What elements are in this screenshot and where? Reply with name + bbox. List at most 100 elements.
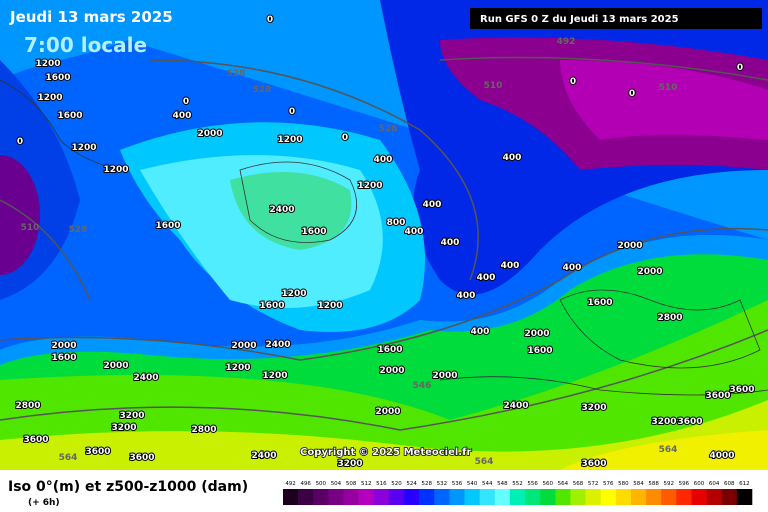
- contour-label: 1600: [155, 221, 180, 231]
- contour-label: 2000: [432, 371, 457, 381]
- scale-label: 516: [376, 481, 387, 487]
- contour-label: 400: [423, 200, 442, 210]
- contour-label: 0: [570, 77, 576, 87]
- scale-label: 608: [724, 481, 735, 487]
- scale-label: 584: [633, 481, 644, 487]
- contour-label: 800: [387, 218, 406, 228]
- scale-label: 604: [709, 481, 720, 487]
- scale-swatch: [343, 489, 359, 505]
- scale-swatch: [721, 489, 738, 505]
- scale-swatch: [525, 489, 541, 505]
- contour-label: 1600: [301, 227, 326, 237]
- contour-label: 564: [659, 445, 678, 455]
- scale-label: 512: [361, 481, 372, 487]
- contour-label: 2400: [269, 205, 294, 215]
- contour-label: 0: [342, 133, 348, 143]
- contour-label: 400: [501, 261, 520, 271]
- scale-label: 504: [331, 481, 342, 487]
- scale-swatch: [661, 489, 677, 505]
- run-info: Run GFS 0 Z du Jeudi 13 mars 2025: [480, 14, 679, 25]
- contour-label: 3200: [651, 417, 676, 427]
- contour-label: 528: [253, 85, 272, 95]
- contour-label: 2400: [503, 401, 528, 411]
- contour-label: 3200: [111, 423, 136, 433]
- contour-label: 0: [289, 107, 295, 117]
- scale-swatch: [449, 489, 465, 505]
- contour-label: 3200: [337, 459, 362, 469]
- contour-label: 400: [477, 273, 496, 283]
- contour-label: 528: [227, 69, 246, 79]
- forecast-step: (+ 6h): [28, 498, 60, 508]
- scale-label: 524: [406, 481, 417, 487]
- scale-swatch: [479, 489, 496, 505]
- scale-swatch: [630, 489, 647, 505]
- date: Jeudi 13 mars 2025: [9, 8, 173, 26]
- contour-label: 3200: [119, 411, 144, 421]
- contour-label: 1600: [527, 346, 552, 356]
- scale-swatch: [600, 489, 617, 505]
- scale-swatch: [540, 489, 556, 505]
- contour-label: 528: [379, 124, 398, 134]
- scale-label: 536: [452, 481, 463, 487]
- contour-label: 510: [659, 83, 678, 93]
- contour-label: 1200: [262, 371, 287, 381]
- contour-label: 510: [21, 223, 40, 233]
- contour-label: 400: [471, 327, 490, 337]
- contour-label: 1200: [35, 59, 60, 69]
- scale-swatch: [706, 489, 723, 505]
- scale-label: 528: [421, 481, 432, 487]
- scale-label: 532: [437, 481, 448, 487]
- time: 7:00 locale: [24, 33, 147, 57]
- contour-label: 0: [737, 63, 743, 73]
- contour-label: 0: [17, 137, 23, 147]
- contour-label: 2800: [191, 425, 216, 435]
- scale-swatch: [388, 489, 405, 505]
- contour-lines: [0, 56, 768, 431]
- contour-label: 400: [457, 291, 476, 301]
- contour-label: 0: [629, 89, 635, 99]
- contour-label: 3600: [23, 435, 48, 445]
- contour-label: 3600: [129, 453, 154, 463]
- scale-label: 564: [558, 481, 569, 487]
- scale-label: 592: [664, 481, 675, 487]
- scale-swatch: [313, 489, 329, 505]
- scale-label: 596: [679, 481, 690, 487]
- scale-swatch: [676, 489, 692, 505]
- scale-label: 496: [300, 481, 311, 487]
- scale-label: 568: [573, 481, 584, 487]
- scale-swatch: [494, 489, 511, 505]
- scale-label: 588: [648, 481, 659, 487]
- contour-label: 2800: [15, 401, 40, 411]
- scale-label: 572: [588, 481, 599, 487]
- contour-label: 2000: [375, 407, 400, 417]
- scale-label: 576: [603, 481, 614, 487]
- contour-label: 1200: [71, 143, 96, 153]
- scale-label: 556: [527, 481, 538, 487]
- scale-label: 612: [739, 481, 750, 487]
- contour-label: 2800: [657, 313, 682, 323]
- scale-label: 548: [497, 481, 508, 487]
- scale-label: 508: [346, 481, 357, 487]
- contour-label: 2000: [103, 361, 128, 371]
- contour-label: 400: [173, 111, 192, 121]
- scale-label: 520: [391, 481, 402, 487]
- contour-label: 528: [69, 225, 88, 235]
- contour-label: 492: [557, 37, 576, 47]
- run-box: [470, 8, 762, 29]
- scale-swatch: [736, 489, 753, 505]
- contour-label: 2000: [637, 267, 662, 277]
- scale-swatch: [358, 489, 375, 505]
- scale-label: 560: [543, 481, 554, 487]
- scale-swatch: [570, 489, 586, 505]
- contour-label: 400: [441, 238, 460, 248]
- contour-label: 3600: [85, 447, 110, 457]
- contour-label: 400: [374, 155, 393, 165]
- contour-label: 2000: [524, 329, 549, 339]
- contour-label: 2400: [265, 340, 290, 350]
- contour-label: 1200: [357, 181, 382, 191]
- contour-label: 3600: [729, 385, 754, 395]
- contour-label: 1200: [103, 165, 128, 175]
- contour-label: 3600: [581, 459, 606, 469]
- scale-label: 544: [482, 481, 493, 487]
